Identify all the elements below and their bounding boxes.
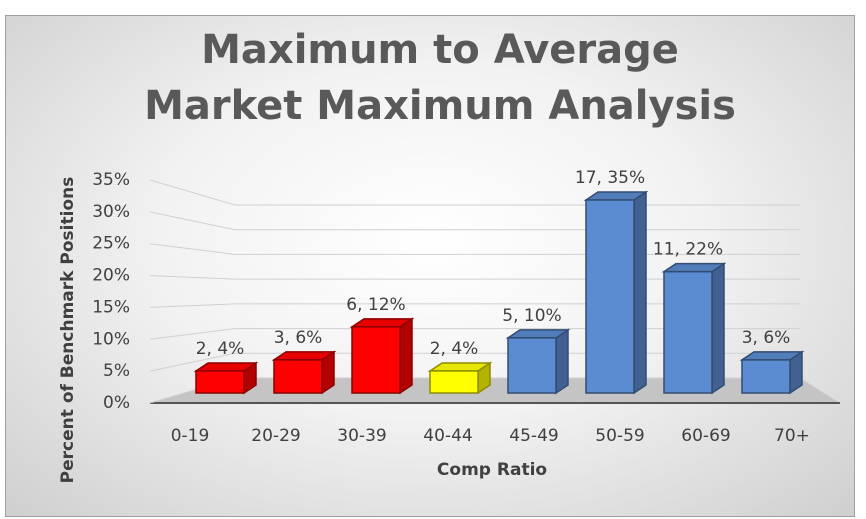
bar-top <box>427 362 493 372</box>
bar-top <box>739 351 805 361</box>
bar-side <box>555 328 569 395</box>
bar-side <box>711 262 725 395</box>
bar <box>429 370 479 394</box>
bar <box>507 337 557 394</box>
x-tick-label: 70+ <box>774 426 810 446</box>
x-axis-title: Comp Ratio <box>437 460 547 480</box>
bar-side <box>399 317 413 395</box>
data-label: 3, 6% <box>274 328 323 348</box>
bar-top <box>583 191 649 201</box>
y-tick-label: 10% <box>92 329 130 349</box>
data-label: 2, 4% <box>196 339 245 359</box>
bar-top <box>271 351 337 361</box>
y-tick-label: 35% <box>92 170 130 190</box>
y-tick-label: 25% <box>92 234 130 254</box>
data-label: 6, 12% <box>346 295 405 315</box>
bar <box>351 326 401 394</box>
grid-line <box>149 211 800 231</box>
data-label: 3, 6% <box>742 328 791 348</box>
x-tick-label: 0-19 <box>171 426 210 446</box>
x-tick-label: 60-69 <box>681 426 730 446</box>
data-label: 11, 22% <box>653 240 723 260</box>
y-tick-label: 0% <box>103 393 130 413</box>
bar <box>273 359 323 394</box>
x-tick-label: 20-29 <box>251 426 300 446</box>
grid-line <box>149 179 800 206</box>
bar-side <box>633 190 647 395</box>
y-axis-title: Percent of Benchmark Positions <box>58 177 78 484</box>
bar <box>585 199 635 394</box>
chart-title: Maximum to Average Market Maximum Analys… <box>144 27 736 129</box>
data-label: 5, 10% <box>502 306 561 326</box>
bar-top <box>349 318 415 328</box>
bar <box>663 270 713 394</box>
x-tick-label: 30-39 <box>337 426 386 446</box>
data-label: 17, 35% <box>575 168 645 188</box>
y-tick-label: 20% <box>92 266 130 286</box>
bar <box>741 359 791 394</box>
data-label: 2, 4% <box>430 339 479 359</box>
x-tick-label: 50-59 <box>595 426 644 446</box>
bar-top <box>193 362 259 372</box>
y-tick-label: 5% <box>103 361 130 381</box>
bar <box>195 370 245 394</box>
y-tick-label: 30% <box>92 202 130 222</box>
bar-top <box>505 329 571 339</box>
x-tick-label: 45-49 <box>509 426 558 446</box>
x-tick-label: 40-44 <box>423 426 472 446</box>
y-tick-label: 15% <box>92 297 130 317</box>
bar-top <box>661 262 727 273</box>
